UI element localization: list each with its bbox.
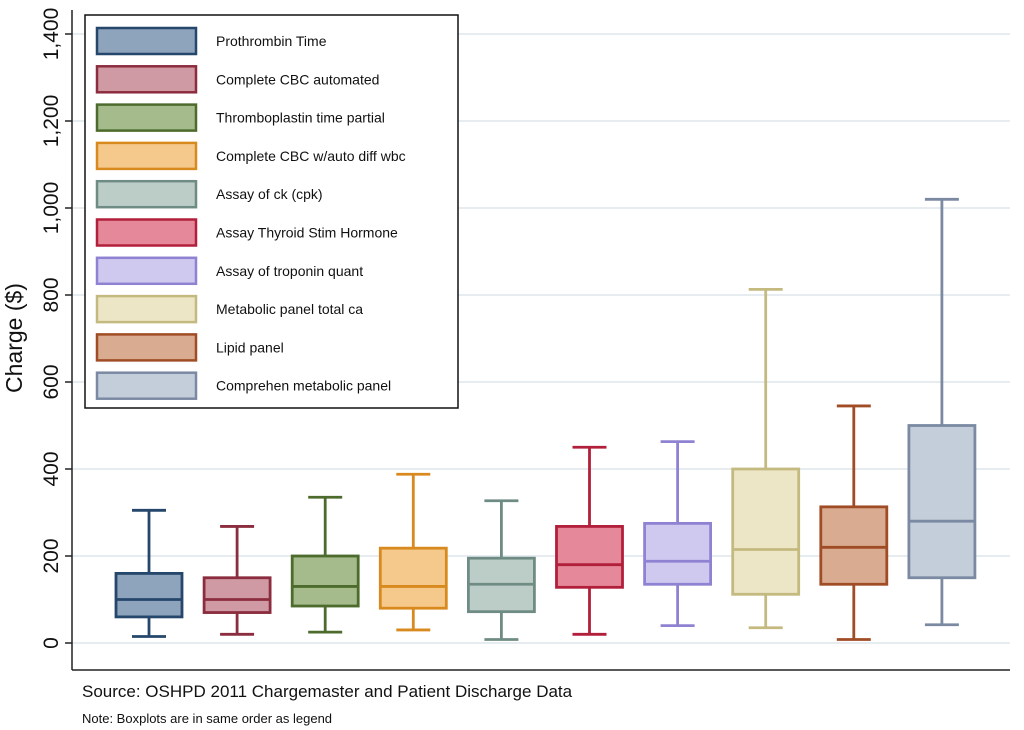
boxplot xyxy=(290,495,360,634)
boxplot xyxy=(466,499,536,641)
box xyxy=(290,554,360,608)
boxplot-chart: 0 200 400 600 800 1,000 1,200 1,400 Prothrombin… xyxy=(1,8,1010,671)
legend-swatch xyxy=(95,333,198,362)
legend-label: Assay Thyroid Stim Hormone xyxy=(216,225,398,241)
y-tick-label: 1,000 xyxy=(40,182,63,235)
box xyxy=(202,576,272,614)
boxplot xyxy=(819,404,889,641)
legend-swatch xyxy=(95,371,198,400)
y-tick-label: 1,200 xyxy=(40,95,63,148)
y-axis-title: Charge ($) xyxy=(1,283,27,393)
boxplots xyxy=(114,197,977,641)
box xyxy=(907,424,977,580)
axes: 0 200 400 600 800 1,000 1,200 1,400 xyxy=(40,8,1010,671)
legend: Prothrombin Time Complete CBC automated Th… xyxy=(84,14,459,409)
boxplot xyxy=(643,440,712,627)
y-tick-label: 1,400 xyxy=(40,8,63,61)
legend-label: Complete CBC automated xyxy=(216,71,379,87)
legend-label: Assay of troponin quant xyxy=(216,263,363,279)
source-note: Source: OSHPD 2011 Chargemaster and Pati… xyxy=(82,682,573,701)
boxplot xyxy=(202,525,272,636)
legend-swatch xyxy=(95,103,198,132)
legend-label: Lipid panel xyxy=(216,339,284,355)
boxplot xyxy=(114,508,184,638)
legend-swatch xyxy=(95,179,198,209)
legend-label: Assay of ck (cpk) xyxy=(216,186,323,202)
legend-label: Comprehen metabolic panel xyxy=(216,378,391,394)
box xyxy=(378,546,448,610)
box xyxy=(114,572,184,619)
y-tick-label: 600 xyxy=(40,364,63,399)
legend-swatch xyxy=(95,141,198,171)
y-tick-label: 400 xyxy=(40,451,63,486)
boxplot xyxy=(731,287,801,630)
legend-label: Thromboplastin time partial xyxy=(216,110,385,126)
footnote: Note: Boxplots are in same order as lege… xyxy=(82,711,333,726)
y-tick-label: 800 xyxy=(40,277,63,312)
boxplot xyxy=(378,472,448,632)
box xyxy=(555,525,624,589)
legend-swatch xyxy=(95,256,198,286)
legend-swatch xyxy=(95,294,198,324)
legend-label: Metabolic panel total ca xyxy=(216,301,363,317)
box xyxy=(731,467,801,596)
boxplot xyxy=(555,445,624,636)
box xyxy=(643,521,712,586)
boxplot xyxy=(907,197,977,627)
y-tick-label: 0 xyxy=(40,637,63,649)
box xyxy=(819,505,889,586)
legend-swatch xyxy=(95,65,198,94)
legend-label: Prothrombin Time xyxy=(216,33,327,49)
y-tick-label: 200 xyxy=(40,538,63,573)
legend-label: Complete CBC w/auto diff wbc xyxy=(216,148,406,164)
legend-swatch xyxy=(95,218,198,247)
legend-swatch xyxy=(95,26,198,56)
